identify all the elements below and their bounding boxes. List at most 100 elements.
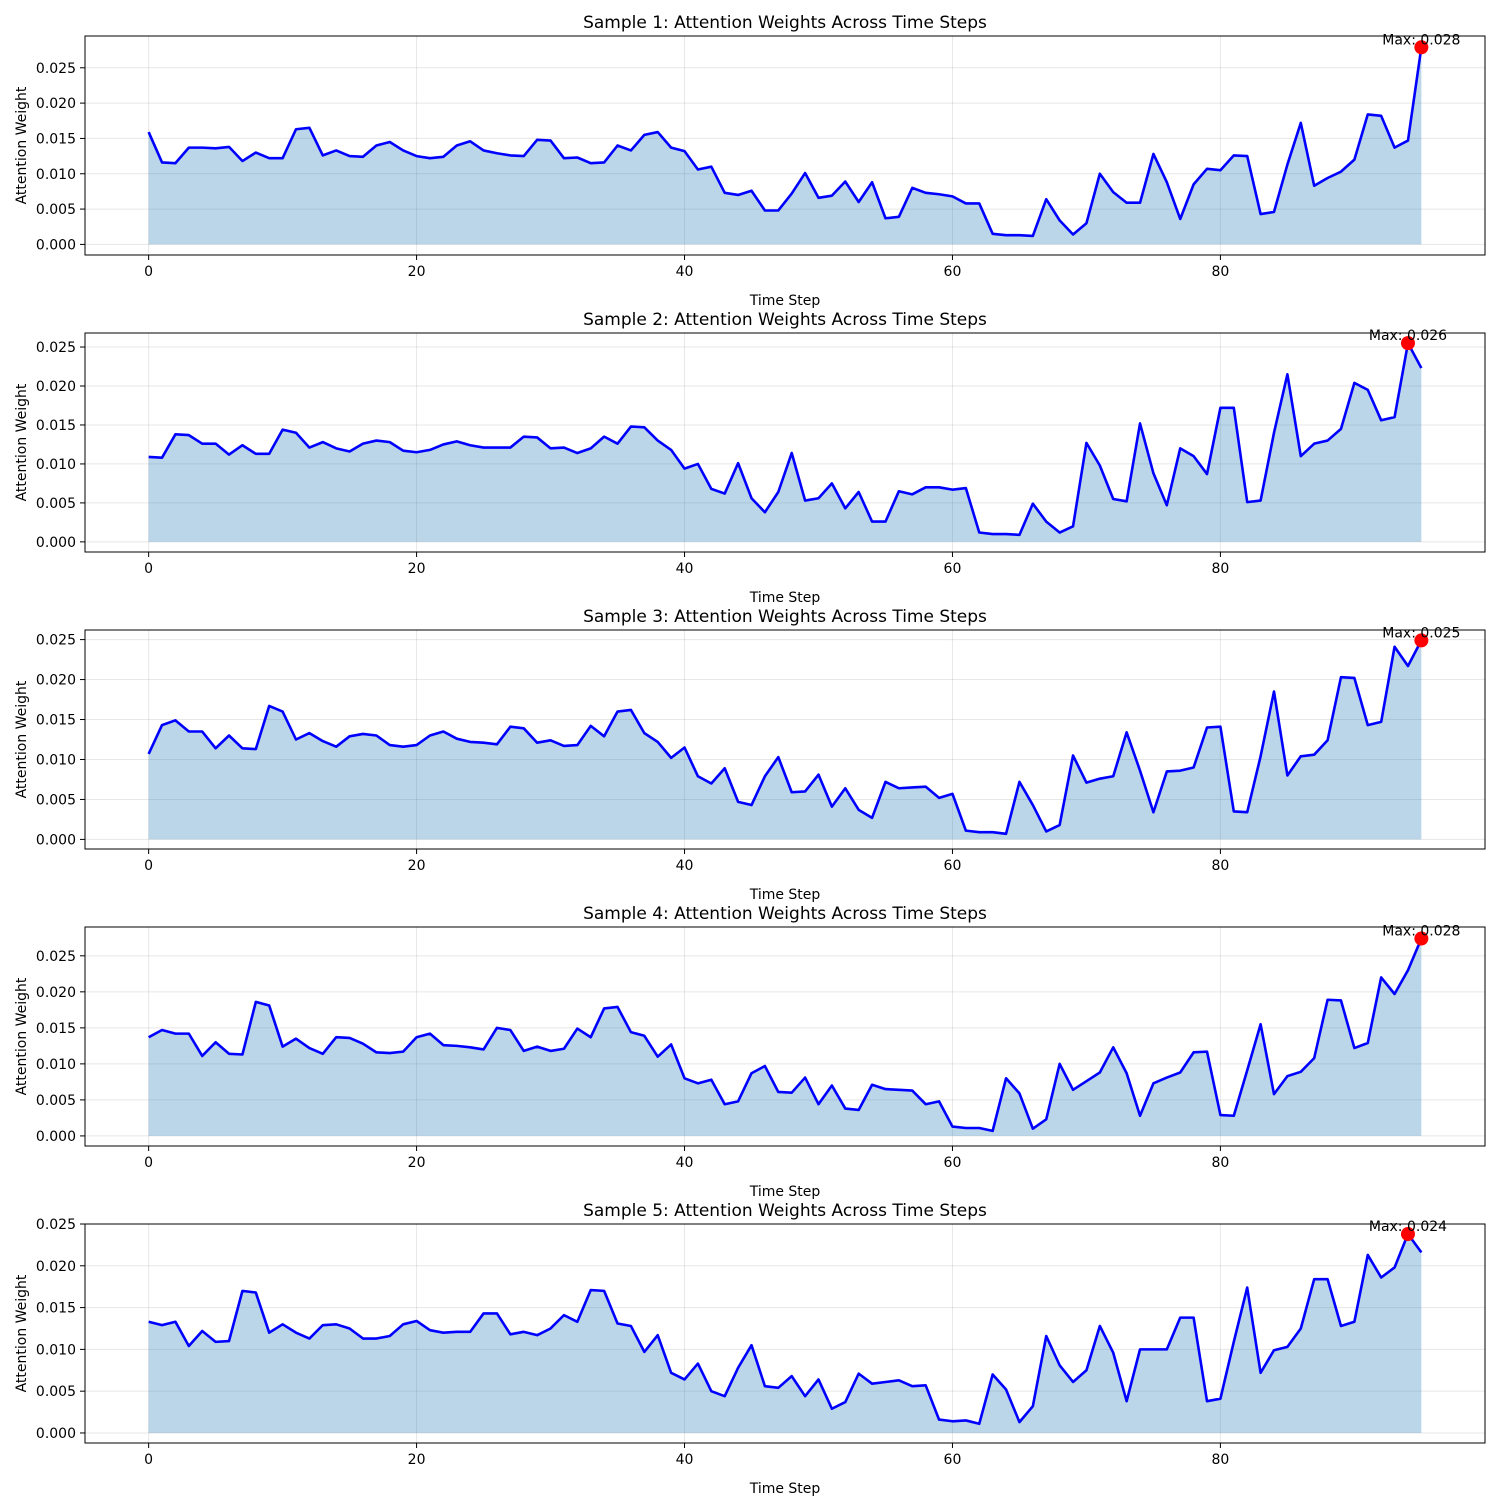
max-marker	[1414, 40, 1429, 55]
x-tick-label: 0	[144, 264, 153, 280]
y-tick-label: 0.015	[36, 1021, 76, 1037]
axes-frame	[84, 332, 1486, 553]
chart-panel-2: Max: 0.026 0 20 40 60 80 0.000 0.005 0.010 0.015 0…	[14, 310, 1486, 606]
max-marker	[1414, 633, 1429, 648]
y-tick-label: 0.020	[36, 379, 76, 395]
axes-frame	[84, 35, 1486, 256]
area-fill	[148, 640, 1422, 840]
x-tick-label: 40	[676, 858, 694, 874]
y-tick-label: 0.020	[36, 96, 76, 112]
x-tick-label: 40	[676, 561, 694, 577]
max-annotation: Max: 0.025	[1382, 625, 1460, 641]
y-axis-label: Attention Weight	[14, 1274, 30, 1392]
max-marker	[1414, 931, 1429, 946]
x-tick-label: 0	[144, 561, 153, 577]
y-tick-label: 0.010	[36, 1057, 76, 1073]
area-fill	[148, 938, 1422, 1136]
chart-title: Sample 3: Attention Weights Across Time …	[583, 607, 987, 627]
attention-line	[148, 341, 1423, 537]
y-tick-label: 0.025	[36, 61, 76, 77]
y-tick-label: 0.020	[36, 1259, 76, 1275]
chart-panel-5: Max: 0.024 0 20 40 60 80 0.000 0.005 0.010 0.015 0…	[14, 1201, 1486, 1497]
y-tick-label: 0.020	[36, 985, 76, 1001]
y-tick-label: 0.010	[36, 457, 76, 473]
axes-frame	[84, 926, 1486, 1147]
max-annotation: Max: 0.028	[1382, 32, 1460, 48]
y-tick-label: 0.000	[36, 1426, 76, 1442]
attention-line	[148, 938, 1423, 1133]
y-tick-label: 0.000	[36, 237, 76, 253]
x-tick-label: 60	[944, 561, 962, 577]
chart-title: Sample 5: Attention Weights Across Time …	[583, 1201, 987, 1221]
x-axis-label: Time Step	[749, 887, 821, 903]
x-tick-label: 80	[1211, 1155, 1229, 1171]
x-tick-label: 60	[944, 264, 962, 280]
max-annotation: Max: 0.028	[1382, 924, 1460, 940]
y-tick-label: 0.010	[36, 1342, 76, 1358]
y-tick-label: 0.015	[36, 418, 76, 434]
y-tick-label: 0.015	[36, 131, 76, 147]
x-tick-label: 40	[676, 1155, 694, 1171]
max-annotation: Max: 0.026	[1369, 328, 1447, 344]
x-tick-label: 60	[944, 1155, 962, 1171]
y-tick-label: 0.010	[36, 752, 76, 768]
y-tick-label: 0.010	[36, 167, 76, 183]
y-axis-label: Attention Weight	[14, 977, 30, 1095]
chart-panel-3: Max: 0.025 0 20 40 60 80 0.000 0.005 0.010 0.015 0…	[14, 607, 1486, 903]
y-tick-label: 0.000	[36, 1129, 76, 1145]
y-tick-label: 0.005	[36, 202, 76, 218]
x-tick-label: 40	[676, 1452, 694, 1468]
x-tick-label: 20	[408, 264, 426, 280]
y-tick-label: 0.005	[36, 1093, 76, 1109]
x-tick-label: 80	[1211, 858, 1229, 874]
x-tick-label: 0	[144, 858, 153, 874]
y-tick-label: 0.020	[36, 673, 76, 689]
x-tick-label: 80	[1211, 1452, 1229, 1468]
y-tick-label: 0.015	[36, 713, 76, 729]
y-tick-label: 0.025	[36, 1217, 76, 1233]
chart-title: Sample 4: Attention Weights Across Time …	[583, 904, 987, 924]
grid	[85, 333, 1485, 552]
y-tick-label: 0.025	[36, 340, 76, 356]
x-tick-label: 60	[944, 1452, 962, 1468]
y-tick-label: 0.005	[36, 1384, 76, 1400]
max-marker	[1400, 336, 1415, 351]
y-tick-label: 0.000	[36, 832, 76, 848]
y-tick-label: 0.005	[36, 496, 76, 512]
area-fill	[148, 47, 1422, 245]
attention-line	[147, 639, 1423, 836]
grid	[85, 630, 1485, 849]
max-marker	[1400, 1227, 1415, 1242]
attention-line	[148, 1232, 1423, 1426]
y-tick-label: 0.000	[36, 535, 76, 551]
x-tick-label: 0	[144, 1155, 153, 1171]
area-fill	[148, 343, 1422, 542]
x-tick-label: 20	[408, 1452, 426, 1468]
chart-title: Sample 1: Attention Weights Across Time …	[583, 13, 987, 33]
x-tick-label: 20	[408, 561, 426, 577]
x-tick-label: 20	[408, 858, 426, 874]
attention-line	[147, 47, 1423, 238]
x-axis-label: Time Step	[749, 1184, 821, 1200]
y-tick-label: 0.025	[36, 949, 76, 965]
area-fill	[148, 1234, 1422, 1433]
x-tick-label: 80	[1211, 561, 1229, 577]
x-axis-label: Time Step	[749, 293, 821, 309]
axes-frame	[84, 1223, 1486, 1444]
max-annotation: Max: 0.024	[1369, 1219, 1447, 1235]
y-axis-label: Attention Weight	[14, 383, 30, 501]
x-axis-label: Time Step	[749, 590, 821, 606]
y-tick-label: 0.015	[36, 1301, 76, 1317]
y-tick-label: 0.025	[36, 633, 76, 649]
axes-frame	[84, 629, 1486, 850]
x-tick-label: 60	[944, 858, 962, 874]
y-tick-label: 0.005	[36, 792, 76, 808]
x-tick-label: 20	[408, 1155, 426, 1171]
x-axis-label: Time Step	[749, 1481, 821, 1497]
y-axis-label: Attention Weight	[14, 680, 30, 798]
x-tick-label: 80	[1211, 264, 1229, 280]
x-tick-label: 0	[144, 1452, 153, 1468]
chart-panel-4: Max: 0.028 0 20 40 60 80 0.000 0.005 0.010 0.015 0…	[14, 904, 1486, 1200]
chart-panel-1: Max: 0.028 0 20 40 60 80 0.000 0.005 0.010 0.015 0…	[14, 13, 1486, 309]
